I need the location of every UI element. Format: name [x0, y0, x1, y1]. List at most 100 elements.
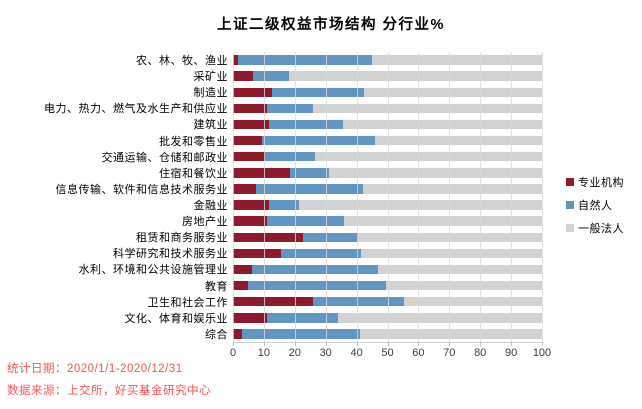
y-axis-label: 综合 [205, 328, 228, 341]
bar-segment-general-legal-persons [385, 280, 542, 291]
y-axis-label: 信息传输、软件和信息技术服务业 [55, 183, 228, 196]
bar-track [233, 280, 542, 291]
bar-track [233, 71, 542, 81]
x-tick-label: 70 [443, 347, 456, 359]
bar-segment-professional-institutions [233, 296, 314, 307]
chart-row: 房地产业 [0, 213, 642, 229]
bar-segment-natural-persons [280, 248, 362, 259]
bar-segment-general-legal-persons [288, 71, 542, 81]
y-axis-label: 水利、环境和公共设施管理业 [78, 264, 228, 277]
bar-track [233, 232, 542, 242]
legend-label: 自然人 [578, 199, 613, 212]
x-tick-label: 100 [532, 347, 552, 359]
x-tick [418, 342, 420, 346]
bar-segment-professional-institutions [233, 168, 291, 178]
bar-segment-professional-institutions [233, 313, 267, 323]
chart-row: 科学研究和技术服务业 [0, 245, 642, 261]
chart-row: 综合 [0, 326, 642, 342]
x-tick-label: 20 [288, 347, 301, 359]
bar-track [233, 264, 542, 275]
bar-segment-professional-institutions [233, 103, 267, 114]
chart-row: 建筑业 [0, 116, 642, 132]
y-axis-label: 房地产业 [182, 216, 228, 229]
bar-track [233, 184, 542, 194]
bar-rows: 农、林、牧、渔业采矿业 制造业 电力、热力、燃气及水生产和供应业建筑业批发和零售业交… [0, 52, 642, 342]
bar-segment-natural-persons [253, 71, 289, 81]
x-tick-label: 40 [350, 347, 363, 359]
bar-segment-natural-persons [271, 87, 365, 98]
y-axis-label: 金融业 [193, 200, 228, 213]
x-tick [325, 342, 327, 346]
bar-track [233, 248, 542, 259]
x-tick [356, 342, 358, 346]
bar-segment-general-legal-persons [313, 103, 542, 114]
chart-row: 电力、热力、燃气及水生产和供应业 [0, 100, 642, 116]
bar-segment-general-legal-persons [404, 296, 542, 307]
y-axis-label: 批发和零售业 [159, 135, 228, 148]
bar-segment-natural-persons [266, 216, 345, 226]
bar-segment-general-legal-persons [299, 200, 542, 210]
chart-row: 交通运输、仓储和邮政业 [0, 149, 642, 165]
bar-segment-professional-institutions [233, 232, 303, 242]
bar-segment-natural-persons [248, 280, 386, 291]
y-axis-label: 建筑业 [193, 119, 228, 132]
legend-swatch-icon [566, 177, 574, 186]
y-axis-label: 农、林、牧、渔业 [136, 55, 228, 68]
bar-segment-natural-persons [266, 103, 314, 114]
x-tick [449, 342, 451, 346]
y-axis-label: 教育 [205, 280, 228, 293]
x-tick-label: 80 [474, 347, 487, 359]
y-axis-label: 采矿业 [193, 71, 228, 84]
bar-track [233, 329, 542, 339]
bar-track [233, 55, 542, 65]
legend-item: 自然人 [566, 193, 624, 216]
bar-segment-natural-persons [265, 151, 315, 162]
bar-track [233, 313, 542, 323]
bar-segment-professional-institutions [233, 119, 269, 130]
bar-segment-general-legal-persons [375, 135, 542, 146]
legend-label: 一般法人 [578, 222, 624, 235]
bar-segment-general-legal-persons [338, 313, 542, 323]
y-axis-label: 文化、体育和娱乐业 [124, 312, 228, 325]
x-tick [480, 342, 482, 346]
y-axis-label: 租赁和商务服务业 [136, 232, 228, 245]
bar-segment-natural-persons [268, 119, 343, 130]
x-tick-label: 90 [504, 347, 518, 359]
bar-segment-professional-institutions [233, 151, 266, 162]
bar-segment-natural-persons [262, 135, 376, 146]
x-tick [511, 342, 513, 346]
x-tick [387, 342, 389, 346]
legend-swatch-icon [566, 200, 574, 209]
bar-track [233, 87, 542, 98]
bar-segment-natural-persons [268, 200, 300, 210]
bar-track [233, 216, 542, 226]
chart-row: 农、林、牧、渔业 [0, 52, 642, 68]
legend-item: 专业机构 [566, 170, 624, 193]
bar-segment-natural-persons [302, 232, 359, 242]
bar-track [233, 151, 542, 162]
bar-segment-professional-institutions [233, 216, 267, 226]
x-tick-label: 50 [381, 347, 394, 359]
y-axis-label: 卫生和社会工作 [147, 296, 228, 309]
bar-segment-natural-persons [251, 264, 379, 275]
bar-segment-general-legal-persons [372, 55, 542, 65]
bar-segment-professional-institutions [233, 280, 249, 291]
x-tick-label: 30 [319, 347, 332, 359]
bar-segment-professional-institutions [233, 200, 269, 210]
bar-track [233, 168, 542, 178]
bar-segment-natural-persons [290, 168, 329, 178]
chart-row: 制造业 [0, 84, 642, 100]
bar-segment-professional-institutions [233, 264, 252, 275]
bar-segment-natural-persons [313, 296, 405, 307]
legend-label: 专业机构 [578, 176, 624, 189]
x-tick [233, 342, 234, 346]
x-tick-label: 10 [257, 347, 271, 359]
bar-segment-professional-institutions [233, 55, 238, 65]
bar-segment-natural-persons [242, 329, 360, 339]
bar-segment-natural-persons [256, 184, 363, 194]
chart-title: 上证二级权益市场结构 分行业% [217, 17, 445, 33]
x-tick [542, 342, 543, 346]
bar-segment-general-legal-persons [362, 184, 542, 194]
chart-row: 采矿业 [0, 68, 642, 84]
